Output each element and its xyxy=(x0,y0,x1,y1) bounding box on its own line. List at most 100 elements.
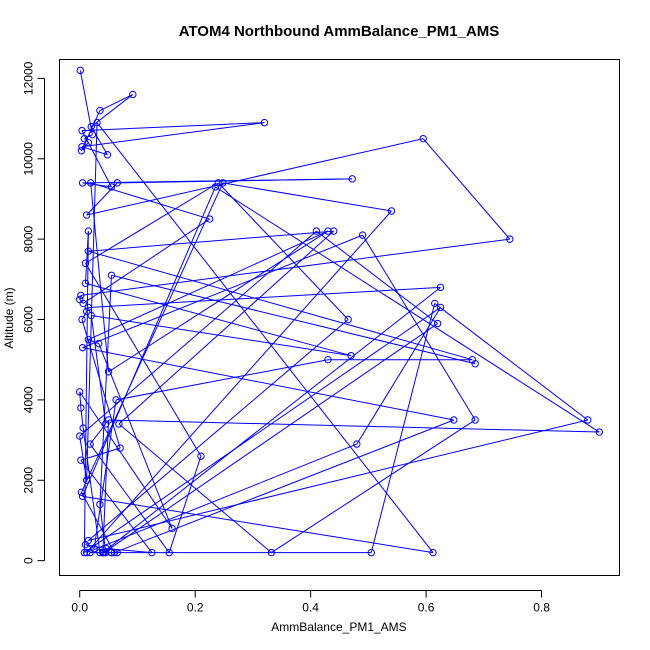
series-line-segment xyxy=(115,359,329,401)
series-lines xyxy=(79,70,600,554)
data-point xyxy=(211,183,220,191)
x-tick-label: 0.4 xyxy=(302,601,319,615)
y-tick-label: 12000 xyxy=(22,61,36,95)
data-point xyxy=(84,303,93,312)
series-line-segment xyxy=(81,122,265,132)
series-line-segment xyxy=(89,443,170,553)
data-point xyxy=(82,476,91,484)
y-axis: 0 2000 4000 6000 8000 10000 12000 xyxy=(22,61,45,564)
data-point xyxy=(312,227,321,235)
data-point xyxy=(78,179,87,187)
data-point xyxy=(344,315,352,324)
data-point xyxy=(96,106,104,115)
data-point xyxy=(87,311,95,320)
series-line-segment xyxy=(90,315,107,425)
data-point xyxy=(436,283,445,292)
series-line-segment xyxy=(103,323,438,554)
data-point xyxy=(348,175,356,183)
series-line-segment xyxy=(217,182,349,320)
series-line-segment xyxy=(86,182,118,216)
series-line-segment xyxy=(114,419,454,554)
data-point xyxy=(81,279,90,288)
data-point xyxy=(431,299,439,308)
series-line-segment xyxy=(88,250,473,361)
data-point xyxy=(81,259,90,267)
data-point xyxy=(76,66,84,75)
y-tick-label: 10000 xyxy=(22,142,36,176)
data-point xyxy=(129,90,137,99)
data-point xyxy=(77,147,86,155)
series-line-segment xyxy=(79,391,82,408)
data-point xyxy=(110,548,119,557)
series-line-segment xyxy=(99,504,107,553)
series-line-segment xyxy=(81,146,108,156)
data-point xyxy=(353,440,361,448)
data-point xyxy=(96,500,104,509)
y-tick-label: 8000 xyxy=(22,225,36,252)
series-line-segment xyxy=(271,419,476,554)
plot-frame xyxy=(59,59,620,576)
data-point xyxy=(76,432,84,440)
data-point xyxy=(115,420,123,428)
series-line-segment xyxy=(80,182,224,493)
series-line-segment xyxy=(91,314,352,357)
data-point xyxy=(84,227,93,235)
series-line-segment xyxy=(85,282,352,357)
data-point xyxy=(471,360,479,368)
data-point xyxy=(78,343,87,352)
data-point xyxy=(80,134,89,143)
data-point xyxy=(168,524,176,533)
data-point xyxy=(77,488,86,497)
series-points xyxy=(76,66,603,557)
series-line-segment xyxy=(118,230,335,425)
data-point xyxy=(84,335,93,344)
series-line-segment xyxy=(86,138,424,216)
data-point xyxy=(113,179,121,187)
x-axis-label: AmmBalance_PM1_AMS xyxy=(271,620,406,634)
series-line-segment xyxy=(168,455,202,553)
data-point xyxy=(104,416,113,424)
y-axis-label: Altitude (m) xyxy=(2,287,16,348)
data-point xyxy=(436,303,445,312)
data-point xyxy=(197,452,205,460)
series-line-segment xyxy=(81,311,88,320)
data-point xyxy=(330,227,338,235)
series-line-segment xyxy=(90,182,210,220)
series-line-segment xyxy=(99,94,134,111)
data-point xyxy=(347,351,355,360)
series-line-segment xyxy=(86,122,98,481)
series-line-segment xyxy=(82,186,216,497)
series-line-segment xyxy=(79,230,317,437)
series-line-segment xyxy=(362,234,476,421)
data-point xyxy=(267,548,276,557)
x-tick-label: 0.2 xyxy=(187,601,204,615)
data-point xyxy=(78,315,86,324)
y-tick-label: 4000 xyxy=(22,386,36,413)
data-point xyxy=(77,456,85,464)
data-point xyxy=(387,207,396,215)
data-point xyxy=(205,215,214,223)
y-tick-label: 2000 xyxy=(22,467,36,494)
data-point xyxy=(148,548,156,557)
series-line-segment xyxy=(222,182,392,212)
series-line-segment xyxy=(88,230,334,252)
series-line-segment xyxy=(370,303,436,553)
data-point xyxy=(116,444,124,452)
series-line-segment xyxy=(80,459,153,553)
series-line-segment xyxy=(118,423,272,553)
data-point xyxy=(107,548,116,557)
series-line-segment xyxy=(356,307,441,445)
series-line-segment xyxy=(82,218,210,304)
series-line-segment xyxy=(85,544,95,550)
data-point xyxy=(82,307,91,316)
y-tick-label: 6000 xyxy=(22,306,36,333)
series-line-segment xyxy=(215,186,600,433)
data-point xyxy=(86,179,95,187)
series-line-segment xyxy=(81,319,121,449)
data-point xyxy=(86,548,94,557)
series-line-segment xyxy=(86,210,392,553)
series-line-segment xyxy=(108,419,600,433)
data-point xyxy=(324,355,332,364)
series-line-segment xyxy=(89,423,107,445)
